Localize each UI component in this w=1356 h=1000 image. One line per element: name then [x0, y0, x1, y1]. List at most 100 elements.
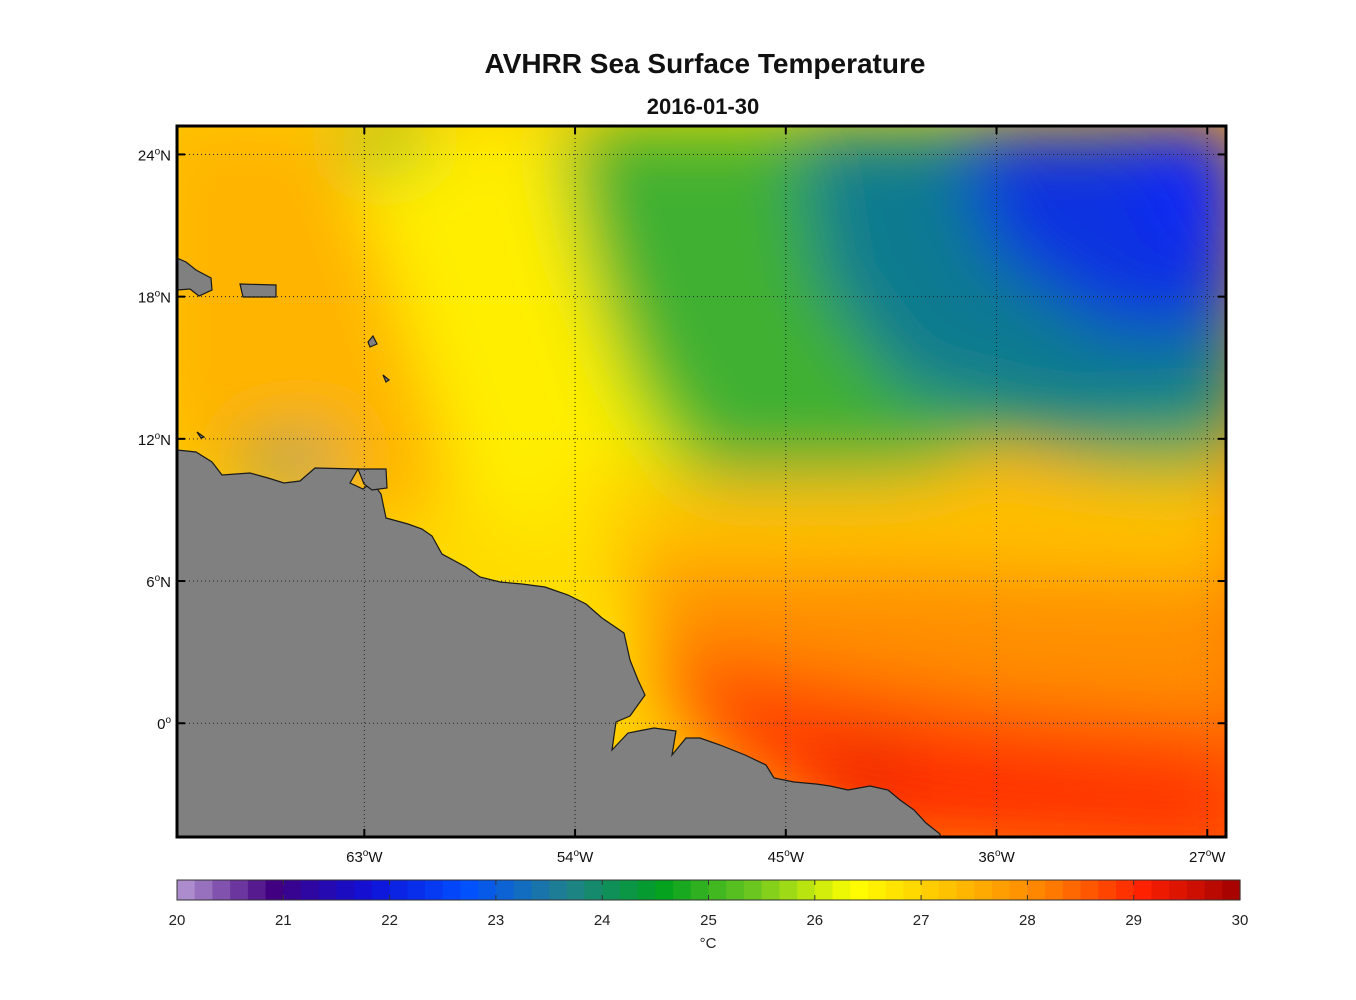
puerto-rico-land — [239, 283, 277, 298]
colorbar-segment — [354, 880, 373, 900]
colorbar-segment — [283, 880, 302, 900]
colorbar-tick-labels: 20 21 22 23 24 25 26 27 28 29 30 — [169, 880, 1249, 929]
colorbar-segment — [832, 880, 851, 900]
colorbar-segment — [531, 880, 550, 900]
colorbar-segment — [850, 880, 869, 900]
lon-tick-label: 54oW — [557, 848, 594, 866]
lat-tick-label: 6oN — [146, 573, 171, 591]
colorbar-segment — [177, 880, 196, 900]
colorbar-segment — [460, 880, 479, 900]
colorbar-segment — [814, 880, 834, 900]
colorbar-tick-label: 26 — [806, 912, 823, 929]
colorbar-segment — [761, 880, 780, 900]
lon-tick-label: 36oW — [978, 848, 1015, 866]
lon-tick-label: 27oW — [1189, 848, 1226, 866]
colorbar-segment — [1009, 880, 1028, 900]
colorbar-segment — [212, 880, 231, 900]
colorbar-segment — [389, 880, 408, 900]
colorbar-tick-label: 21 — [275, 912, 292, 929]
latitude-labels: 24oN 18oN 12oN 6oN 0o — [138, 146, 172, 733]
colorbar-segment — [637, 880, 656, 900]
lon-tick-label: 45oW — [768, 848, 805, 866]
barbados-islet — [382, 374, 391, 383]
south-america-land — [177, 449, 941, 837]
lat-tick-label: 0o — [157, 715, 171, 733]
colorbar-segment — [1045, 880, 1064, 900]
lat-tick-label: 18oN — [138, 289, 171, 307]
lesser-antilles-islet — [367, 334, 378, 348]
colorbar-segment — [1062, 880, 1082, 900]
colorbar-segment — [655, 880, 674, 900]
hispaniola-land — [177, 257, 213, 297]
colorbar-segment — [425, 880, 444, 900]
colorbar-unit-label: °C — [700, 935, 717, 952]
longitude-labels: 63oW 54oW 45oW 36oW 27oW — [346, 848, 1226, 866]
colorbar-segment — [1204, 880, 1223, 900]
colorbar-tick-label: 25 — [700, 912, 717, 929]
colorbar-segment — [885, 880, 904, 900]
colorbar-segment — [921, 880, 940, 900]
colorbar-segment — [247, 880, 267, 900]
colorbar-segment — [602, 880, 621, 900]
colorbar-tick-label: 20 — [169, 912, 186, 929]
colorbar-segment — [1098, 880, 1117, 900]
colorbar-segment — [956, 880, 975, 900]
colorbar-segment — [743, 880, 763, 900]
colorbar-segment — [1115, 880, 1135, 900]
colorbar-tick-label: 29 — [1125, 912, 1142, 929]
lat-tick-label: 12oN — [138, 431, 171, 449]
colorbar-segment — [1080, 880, 1099, 900]
colorbar-segment — [1133, 880, 1153, 900]
colorbar-tick-label: 22 — [381, 912, 398, 929]
colorbar-segment — [673, 880, 692, 900]
colorbar-segment — [407, 880, 426, 900]
colorbar-tick-label: 24 — [594, 912, 611, 929]
land-areas — [177, 257, 941, 837]
colorbar-segment — [301, 880, 320, 900]
colorbar-segment — [991, 880, 1011, 900]
colorbar-segment — [903, 880, 922, 900]
lat-tick-label: 24oN — [138, 146, 171, 164]
colorbar-segment — [797, 880, 816, 900]
colorbar-tick-label: 27 — [913, 912, 930, 929]
chart-subtitle: 2016-01-30 — [646, 94, 760, 119]
lon-tick-label: 63oW — [346, 848, 383, 866]
trinidad-land — [357, 468, 388, 491]
colorbar-segment — [265, 880, 284, 900]
colorbar-segment — [584, 880, 603, 900]
colorbar-segment — [1151, 880, 1170, 900]
colorbar-tick-label: 23 — [488, 912, 505, 929]
map-frame — [175, 124, 1228, 839]
chart-title: AVHRR Sea Surface Temperature — [484, 48, 926, 79]
colorbar-segment — [974, 880, 993, 900]
colorbar-segment — [230, 880, 249, 900]
colorbar-segment — [336, 880, 355, 900]
colorbar-segment — [726, 880, 745, 900]
colorbar-tick-label: 30 — [1232, 912, 1249, 929]
graticule — [177, 126, 1226, 837]
colorbar-segment — [371, 880, 391, 900]
colorbar-segment — [1222, 880, 1241, 900]
colorbar-segment — [1027, 880, 1046, 900]
colorbar-segment — [1169, 880, 1188, 900]
islet-north-coast — [196, 431, 206, 439]
colorbar-segment — [478, 880, 497, 900]
colorbar-segment — [779, 880, 798, 900]
colorbar — [177, 880, 1241, 900]
colorbar-segment — [495, 880, 515, 900]
colorbar-segment — [938, 880, 958, 900]
colorbar-segment — [867, 880, 887, 900]
colorbar-segment — [619, 880, 639, 900]
colorbar-segment — [549, 880, 568, 900]
colorbar-segment — [708, 880, 727, 900]
colorbar-segment — [566, 880, 586, 900]
sst-field — [177, 126, 1226, 837]
colorbar-segment — [1186, 880, 1206, 900]
colorbar-segment — [513, 880, 532, 900]
colorbar-segment — [442, 880, 462, 900]
colorbar-segment — [318, 880, 338, 900]
colorbar-tick-label: 28 — [1019, 912, 1036, 929]
colorbar-segment — [194, 880, 214, 900]
colorbar-segment — [690, 880, 710, 900]
